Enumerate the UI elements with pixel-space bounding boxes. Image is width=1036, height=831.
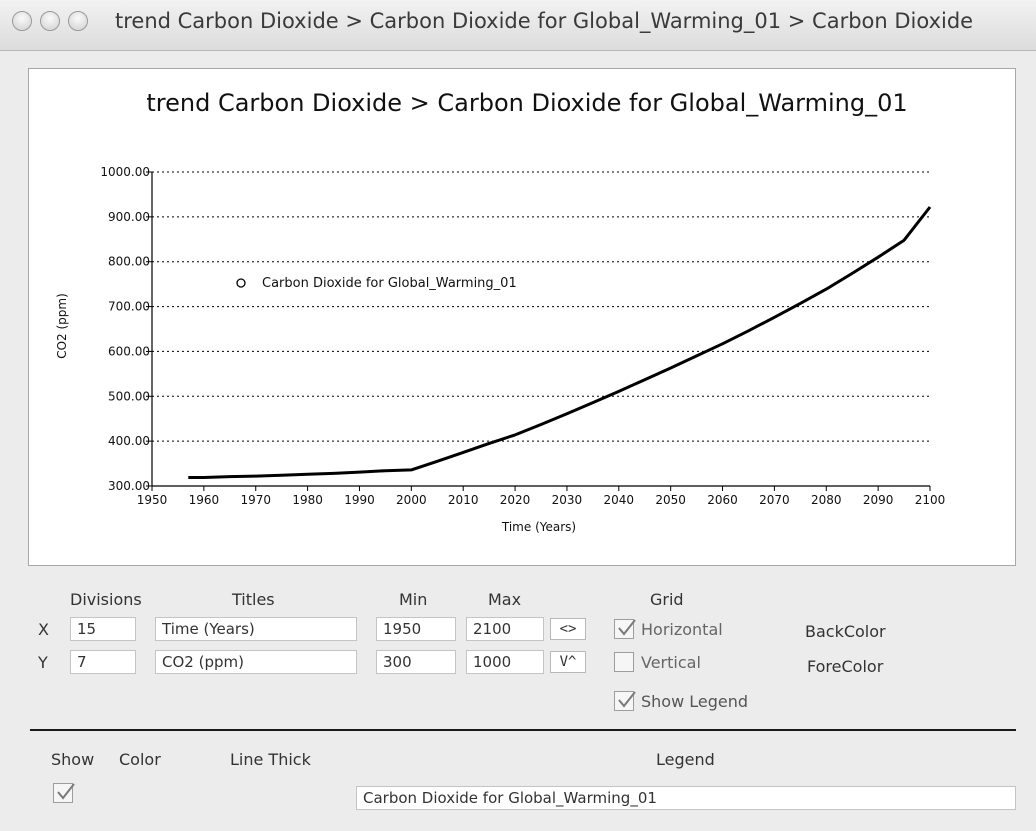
x-tick-label: 2060: [707, 493, 738, 507]
x-tick-label: 2100: [915, 493, 946, 507]
y-max-input[interactable]: [466, 650, 544, 674]
line-thick-column-header: Line Thick: [230, 750, 311, 769]
y-tick-label: 800.00: [108, 255, 150, 269]
x-tick-label: 2010: [448, 493, 479, 507]
grid-vertical-checkbox[interactable]: [614, 652, 634, 672]
x-tick-label: 2030: [552, 493, 583, 507]
legend-column-header: Legend: [656, 750, 715, 769]
chart-svg: trend Carbon Dioxide > Carbon Dioxide fo…: [55, 89, 945, 534]
y-title-input[interactable]: [155, 650, 357, 674]
grid-header: Grid: [650, 590, 684, 609]
window-titlebar: trend Carbon Dioxide > Carbon Dioxide fo…: [0, 0, 1036, 51]
y-tick-label: 900.00: [108, 210, 150, 224]
y-axis-label: CO2 (ppm): [55, 293, 69, 359]
y-min-input[interactable]: [376, 650, 456, 674]
x-swap-button[interactable]: <>: [550, 618, 586, 640]
grid-layer: [152, 171, 930, 442]
color-column-header: Color: [119, 750, 161, 769]
y-tick-label: 500.00: [108, 389, 150, 403]
y-tick-label: 700.00: [108, 300, 150, 314]
min-header: Min: [399, 590, 428, 609]
x-max-input[interactable]: [466, 617, 544, 641]
grid-horizontal-checkbox[interactable]: [614, 619, 636, 639]
series-show-checkbox[interactable]: [53, 783, 75, 803]
x-divisions-input[interactable]: [70, 617, 136, 641]
show-legend-label: Show Legend: [641, 692, 749, 711]
checkmark-icon: [618, 619, 636, 636]
show-legend-checkbox[interactable]: [614, 691, 636, 711]
series-line: [188, 206, 932, 479]
show-column-header: Show: [51, 750, 95, 769]
x-tick-label: 1970: [240, 493, 271, 507]
forecolor-button[interactable]: ForeColor: [807, 657, 884, 676]
x-tick-label: 2040: [604, 493, 635, 507]
x-min-input[interactable]: [376, 617, 456, 641]
x-tick-label: 1980: [292, 493, 323, 507]
x-row-label: X: [38, 620, 49, 639]
series-layer: [188, 206, 932, 479]
x-tick-label: 1990: [344, 493, 375, 507]
x-tick-label: 1960: [189, 493, 220, 507]
max-header: Max: [488, 590, 522, 609]
chart-title: trend Carbon Dioxide > Carbon Dioxide fo…: [146, 89, 907, 117]
backcolor-button[interactable]: BackColor: [805, 622, 886, 641]
x-tick-label: 2000: [396, 493, 427, 507]
x-tick-label: 2020: [500, 493, 531, 507]
x-tick-label: 2090: [863, 493, 894, 507]
grid-horizontal-label: Horizontal: [641, 620, 723, 639]
legend: Carbon Dioxide for Global_Warming_01: [236, 276, 517, 291]
series-legend-input[interactable]: [356, 786, 1016, 810]
x-axis-label: Time (Years): [501, 520, 576, 534]
minimize-window-button[interactable]: [40, 11, 60, 31]
legend-marker: [236, 278, 246, 288]
x-tick-label: 1950: [137, 493, 168, 507]
y-tick-label: 1000.00: [100, 165, 150, 179]
checkmark-icon: [57, 783, 75, 800]
x-title-input[interactable]: [155, 617, 357, 641]
section-divider: [30, 729, 1016, 731]
checkmark-icon: [618, 691, 636, 708]
titles-header: Titles: [232, 590, 275, 609]
y-divisions-input[interactable]: [70, 650, 136, 674]
y-tick-label: 600.00: [108, 344, 150, 358]
divisions-header: Divisions: [70, 590, 142, 609]
x-tick-label: 2070: [759, 493, 790, 507]
x-tick-label: 2050: [655, 493, 686, 507]
axis-layer: 300.00 400.00 500.00 600.00 700.00 800.00 900.…: [100, 165, 945, 507]
legend-label: Carbon Dioxide for Global_Warming_01: [262, 276, 517, 291]
window-title: trend Carbon Dioxide > Carbon Dioxide fo…: [115, 9, 974, 33]
x-tick-label: 2080: [811, 493, 842, 507]
grid-vertical-label: Vertical: [641, 653, 701, 672]
y-tick-label: 300.00: [108, 479, 150, 493]
chart-panel: trend Carbon Dioxide > Carbon Dioxide fo…: [28, 68, 1016, 566]
y-swap-button[interactable]: V^: [550, 651, 586, 673]
zoom-window-button[interactable]: [68, 11, 88, 31]
close-window-button[interactable]: [12, 11, 32, 31]
y-row-label: Y: [38, 653, 48, 672]
y-tick-label: 400.00: [108, 434, 150, 448]
